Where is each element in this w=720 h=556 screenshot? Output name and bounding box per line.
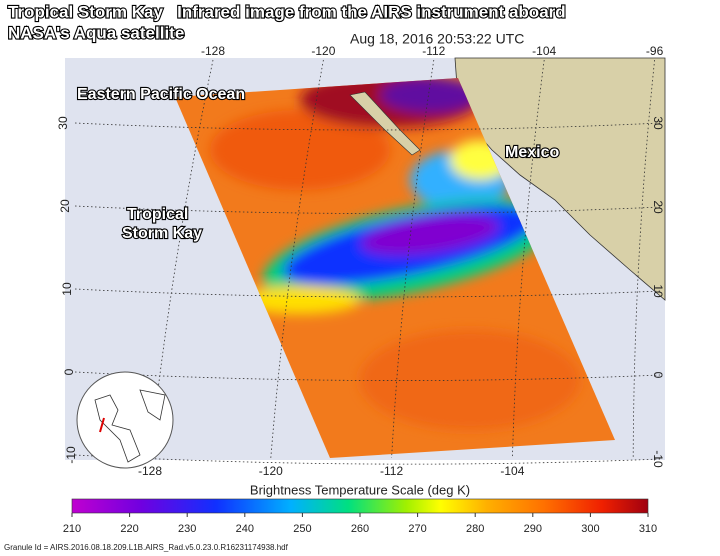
lat-tick-label: -10 bbox=[651, 450, 665, 468]
lon-tick-label: -104 bbox=[532, 44, 556, 58]
lat-tick-label: -10 bbox=[64, 446, 78, 464]
lon-tick-label: -112 bbox=[380, 464, 403, 478]
colorbar-tick-label: 210 bbox=[63, 523, 81, 535]
ocean-label: Eastern Pacific Ocean bbox=[77, 86, 245, 103]
colorbar-tick-label: 270 bbox=[408, 523, 426, 535]
lat-tick-label: 30 bbox=[56, 116, 70, 130]
lon-tick-label: -120 bbox=[259, 464, 283, 478]
lon-tick-label: -120 bbox=[311, 44, 335, 58]
colorbar-tick-label: 310 bbox=[639, 523, 657, 535]
grid-line bbox=[512, 59, 545, 459]
inset-globe bbox=[76, 371, 174, 469]
lat-tick-label: 20 bbox=[58, 199, 72, 213]
lat-tick-label: 10 bbox=[60, 282, 74, 296]
colorbar-tick-label: 220 bbox=[120, 523, 138, 535]
colorbar-tick-label: 240 bbox=[236, 523, 254, 535]
colorbar-tick-label: 300 bbox=[581, 523, 599, 535]
lon-tick-label: -128 bbox=[201, 44, 225, 58]
colorbar-tick-label: 260 bbox=[351, 523, 369, 535]
colorbar-title: Brightness Temperature Scale (deg K) bbox=[250, 482, 470, 497]
lat-tick-label: 0 bbox=[62, 368, 76, 375]
lon-tick-label: -112 bbox=[422, 44, 445, 58]
granule-id: Granule Id = AIRS.2016.08.18.209.L1B.AIR… bbox=[4, 543, 289, 552]
timestamp: Aug 18, 2016 20:53:22 UTC bbox=[350, 31, 524, 47]
storm-label: Storm Kay bbox=[122, 225, 202, 242]
lat-tick-label: 0 bbox=[651, 372, 665, 379]
subtitle: NASA's Aqua satellite bbox=[8, 23, 184, 42]
grid-line bbox=[632, 59, 655, 459]
grid-line bbox=[391, 59, 435, 459]
lon-tick-label: -104 bbox=[500, 464, 524, 478]
lon-tick-label: -96 bbox=[646, 44, 664, 58]
lat-tick-label: 30 bbox=[651, 116, 665, 130]
land-label: Mexico bbox=[505, 144, 559, 161]
colorbar-tick-label: 250 bbox=[293, 523, 311, 535]
colorbar bbox=[71, 498, 649, 514]
colorbar-tick-label: 230 bbox=[178, 523, 196, 535]
lon-tick-label: -128 bbox=[138, 464, 162, 478]
colorbar-tick-label: 290 bbox=[524, 523, 542, 535]
colorbar-tick-label: 280 bbox=[466, 523, 484, 535]
lat-tick-label: 10 bbox=[651, 284, 665, 298]
lat-tick-label: 20 bbox=[651, 200, 665, 214]
storm-label: Tropical bbox=[127, 206, 188, 223]
land-baja bbox=[349, 91, 421, 156]
title: Tropical Storm Kay Infrared image from t… bbox=[8, 2, 566, 21]
